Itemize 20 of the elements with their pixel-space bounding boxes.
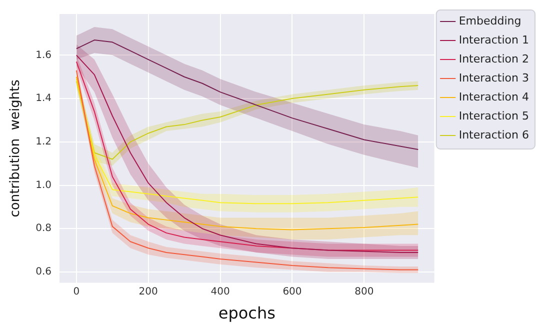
y-tick-label: 0.6 — [36, 266, 52, 278]
x-tick-label: 600 — [282, 286, 302, 298]
legend-label: Interaction 2 — [458, 52, 530, 66]
legend-label: Interaction 1 — [458, 33, 530, 46]
y-tick-label: 1.4 — [36, 93, 52, 104]
y-tick-label: 1.6 — [36, 50, 52, 61]
y-axis-title: contribution weights — [8, 79, 24, 218]
x-tick-label: 800 — [354, 286, 374, 298]
y-tick-label: 1.0 — [36, 180, 52, 191]
legend-label: Embedding — [458, 14, 522, 28]
y-tick-label: 1.2 — [36, 136, 52, 148]
legend-label: Interaction 4 — [458, 90, 530, 104]
legend-label: Interaction 6 — [458, 128, 530, 142]
x-tick-label: 200 — [138, 286, 158, 298]
x-tick-label: 0 — [73, 286, 80, 298]
legend-label: Interaction 3 — [458, 71, 530, 84]
legend-label: Interaction 5 — [458, 109, 530, 122]
y-tick-label: 0.8 — [36, 223, 52, 234]
x-axis-title: epochs — [218, 304, 276, 323]
x-tick-label: 400 — [210, 286, 230, 298]
